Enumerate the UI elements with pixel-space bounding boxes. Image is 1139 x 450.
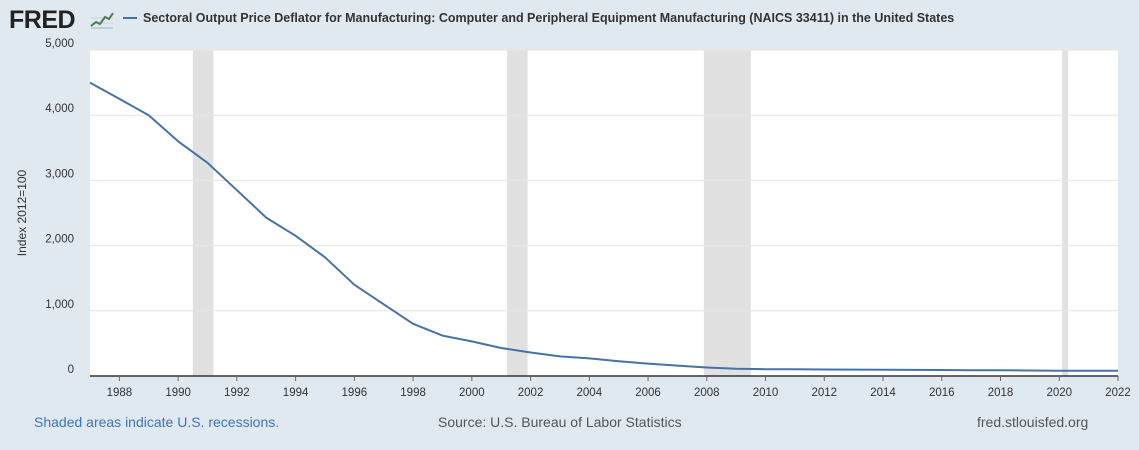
x-tick-label: 2020 — [1046, 387, 1072, 399]
x-tick-label: 2006 — [635, 387, 661, 399]
x-tick-label: 2004 — [577, 387, 603, 399]
recession-band — [1062, 50, 1069, 376]
x-tick-label: 1994 — [283, 387, 309, 399]
x-tick-label: 2016 — [929, 387, 955, 399]
line-chart-icon — [89, 10, 115, 30]
chart-header: FRED Sectoral Output Price Deflator for … — [0, 0, 1139, 36]
recession-band — [507, 50, 528, 376]
y-tick-label: 4,000 — [45, 103, 74, 115]
x-tick-label: 2010 — [753, 387, 779, 399]
y-axis-title: Index 2012=100 — [15, 169, 29, 256]
chart: 1988 1990 1992 1994 1996 1998 2000 2002 2004 2006… — [15, 38, 1131, 399]
x-tick-label: 2012 — [811, 387, 837, 399]
x-tick-label: 2002 — [518, 387, 544, 399]
chart-title: Sectoral Output Price Deflator for Manuf… — [143, 11, 955, 25]
y-tick-label: 3,000 — [45, 168, 74, 180]
recession-band — [703, 50, 751, 376]
x-tick-label: 1996 — [342, 387, 368, 399]
recession-band — [192, 50, 214, 376]
recession-note-link[interactable]: Shaded areas indicate U.S. recessions. — [34, 414, 280, 430]
x-tick-label: 2000 — [459, 387, 485, 399]
x-tick-label: 2022 — [1105, 387, 1131, 399]
x-tick-label: 1992 — [224, 387, 250, 399]
plot-area — [90, 50, 1118, 376]
y-tick-label: 2,000 — [45, 234, 74, 246]
x-tick-label: 1988 — [107, 387, 133, 399]
y-tick-label: 1,000 — [45, 299, 74, 311]
legend-swatch — [123, 17, 137, 19]
y-tick-label: 0 — [68, 364, 74, 376]
fred-logo[interactable]: FRED — [9, 6, 76, 34]
x-tick-label: 2008 — [694, 387, 720, 399]
x-tick-label: 1990 — [165, 387, 191, 399]
y-tick-label: 5,000 — [45, 38, 74, 50]
x-tick-label: 2014 — [870, 387, 896, 399]
x-tick-label: 2018 — [988, 387, 1014, 399]
source-note: Source: U.S. Bureau of Labor Statistics — [438, 414, 682, 430]
site-link[interactable]: fred.stlouisfed.org — [977, 414, 1089, 430]
x-tick-label: 1998 — [400, 387, 426, 399]
series-line[interactable] — [89, 81, 1118, 372]
